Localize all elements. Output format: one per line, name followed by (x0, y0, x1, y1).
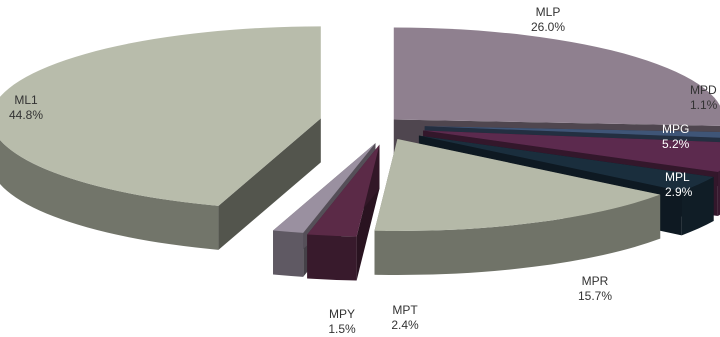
slice-mpy-side (273, 230, 304, 277)
label-mpg-value: 5.2% (662, 137, 690, 151)
slice-mpd-top (424, 126, 720, 138)
slice-ml1-top (0, 26, 321, 206)
label-mpg-name: MPG (662, 122, 689, 136)
label-mpl-value: 2.9% (665, 185, 693, 199)
slice-mpt-top (307, 144, 380, 237)
slice-mpl-side (681, 177, 714, 236)
label-mpt: MPT 2.4% (391, 303, 419, 332)
slice-mpt (307, 144, 380, 281)
label-ml1-name: ML1 (14, 93, 38, 107)
pie-slices (0, 26, 720, 281)
label-mpg: MPG 5.2% (662, 122, 690, 151)
label-mpr-value: 15.7% (578, 289, 612, 303)
label-mpy-name: MPY (329, 307, 355, 321)
slice-mpr (374, 139, 661, 276)
label-mpy: MPY 1.5% (328, 307, 356, 336)
slice-ml1 (0, 26, 321, 250)
slice-ml1-side (0, 139, 219, 250)
slice-mpt-side (307, 234, 357, 281)
label-mpt-name: MPT (392, 303, 418, 317)
slice-mpr-top (374, 139, 661, 232)
label-mpd-value: 1.1% (690, 98, 718, 112)
label-mpr: MPR 15.7% (578, 274, 612, 303)
label-mpl-name: MPL (665, 170, 690, 184)
label-mlp-name: MLP (536, 5, 561, 19)
label-ml1-value: 44.8% (9, 108, 43, 122)
slice-mpg-side (717, 170, 720, 216)
slice-mpr-side (374, 194, 661, 276)
slice-mlp-top (393, 27, 720, 126)
slice-mpg-top (423, 130, 720, 172)
slice-mpy-top (273, 143, 376, 233)
slice-ml1-wall (218, 118, 321, 250)
label-mpd: MPD 1.1% (690, 83, 718, 112)
label-mpl: MPL 2.9% (665, 170, 693, 199)
label-mpr-name: MPR (582, 274, 609, 288)
label-mpt-value: 2.4% (391, 318, 419, 332)
label-mpy-value: 1.5% (328, 322, 356, 336)
label-mlp: MLP 26.0% (531, 5, 565, 34)
label-ml1: ML1 44.8% (9, 93, 43, 122)
label-mpd-name: MPD (690, 83, 717, 97)
slice-mpl-top (418, 135, 714, 192)
label-mlp-value: 26.0% (531, 20, 565, 34)
